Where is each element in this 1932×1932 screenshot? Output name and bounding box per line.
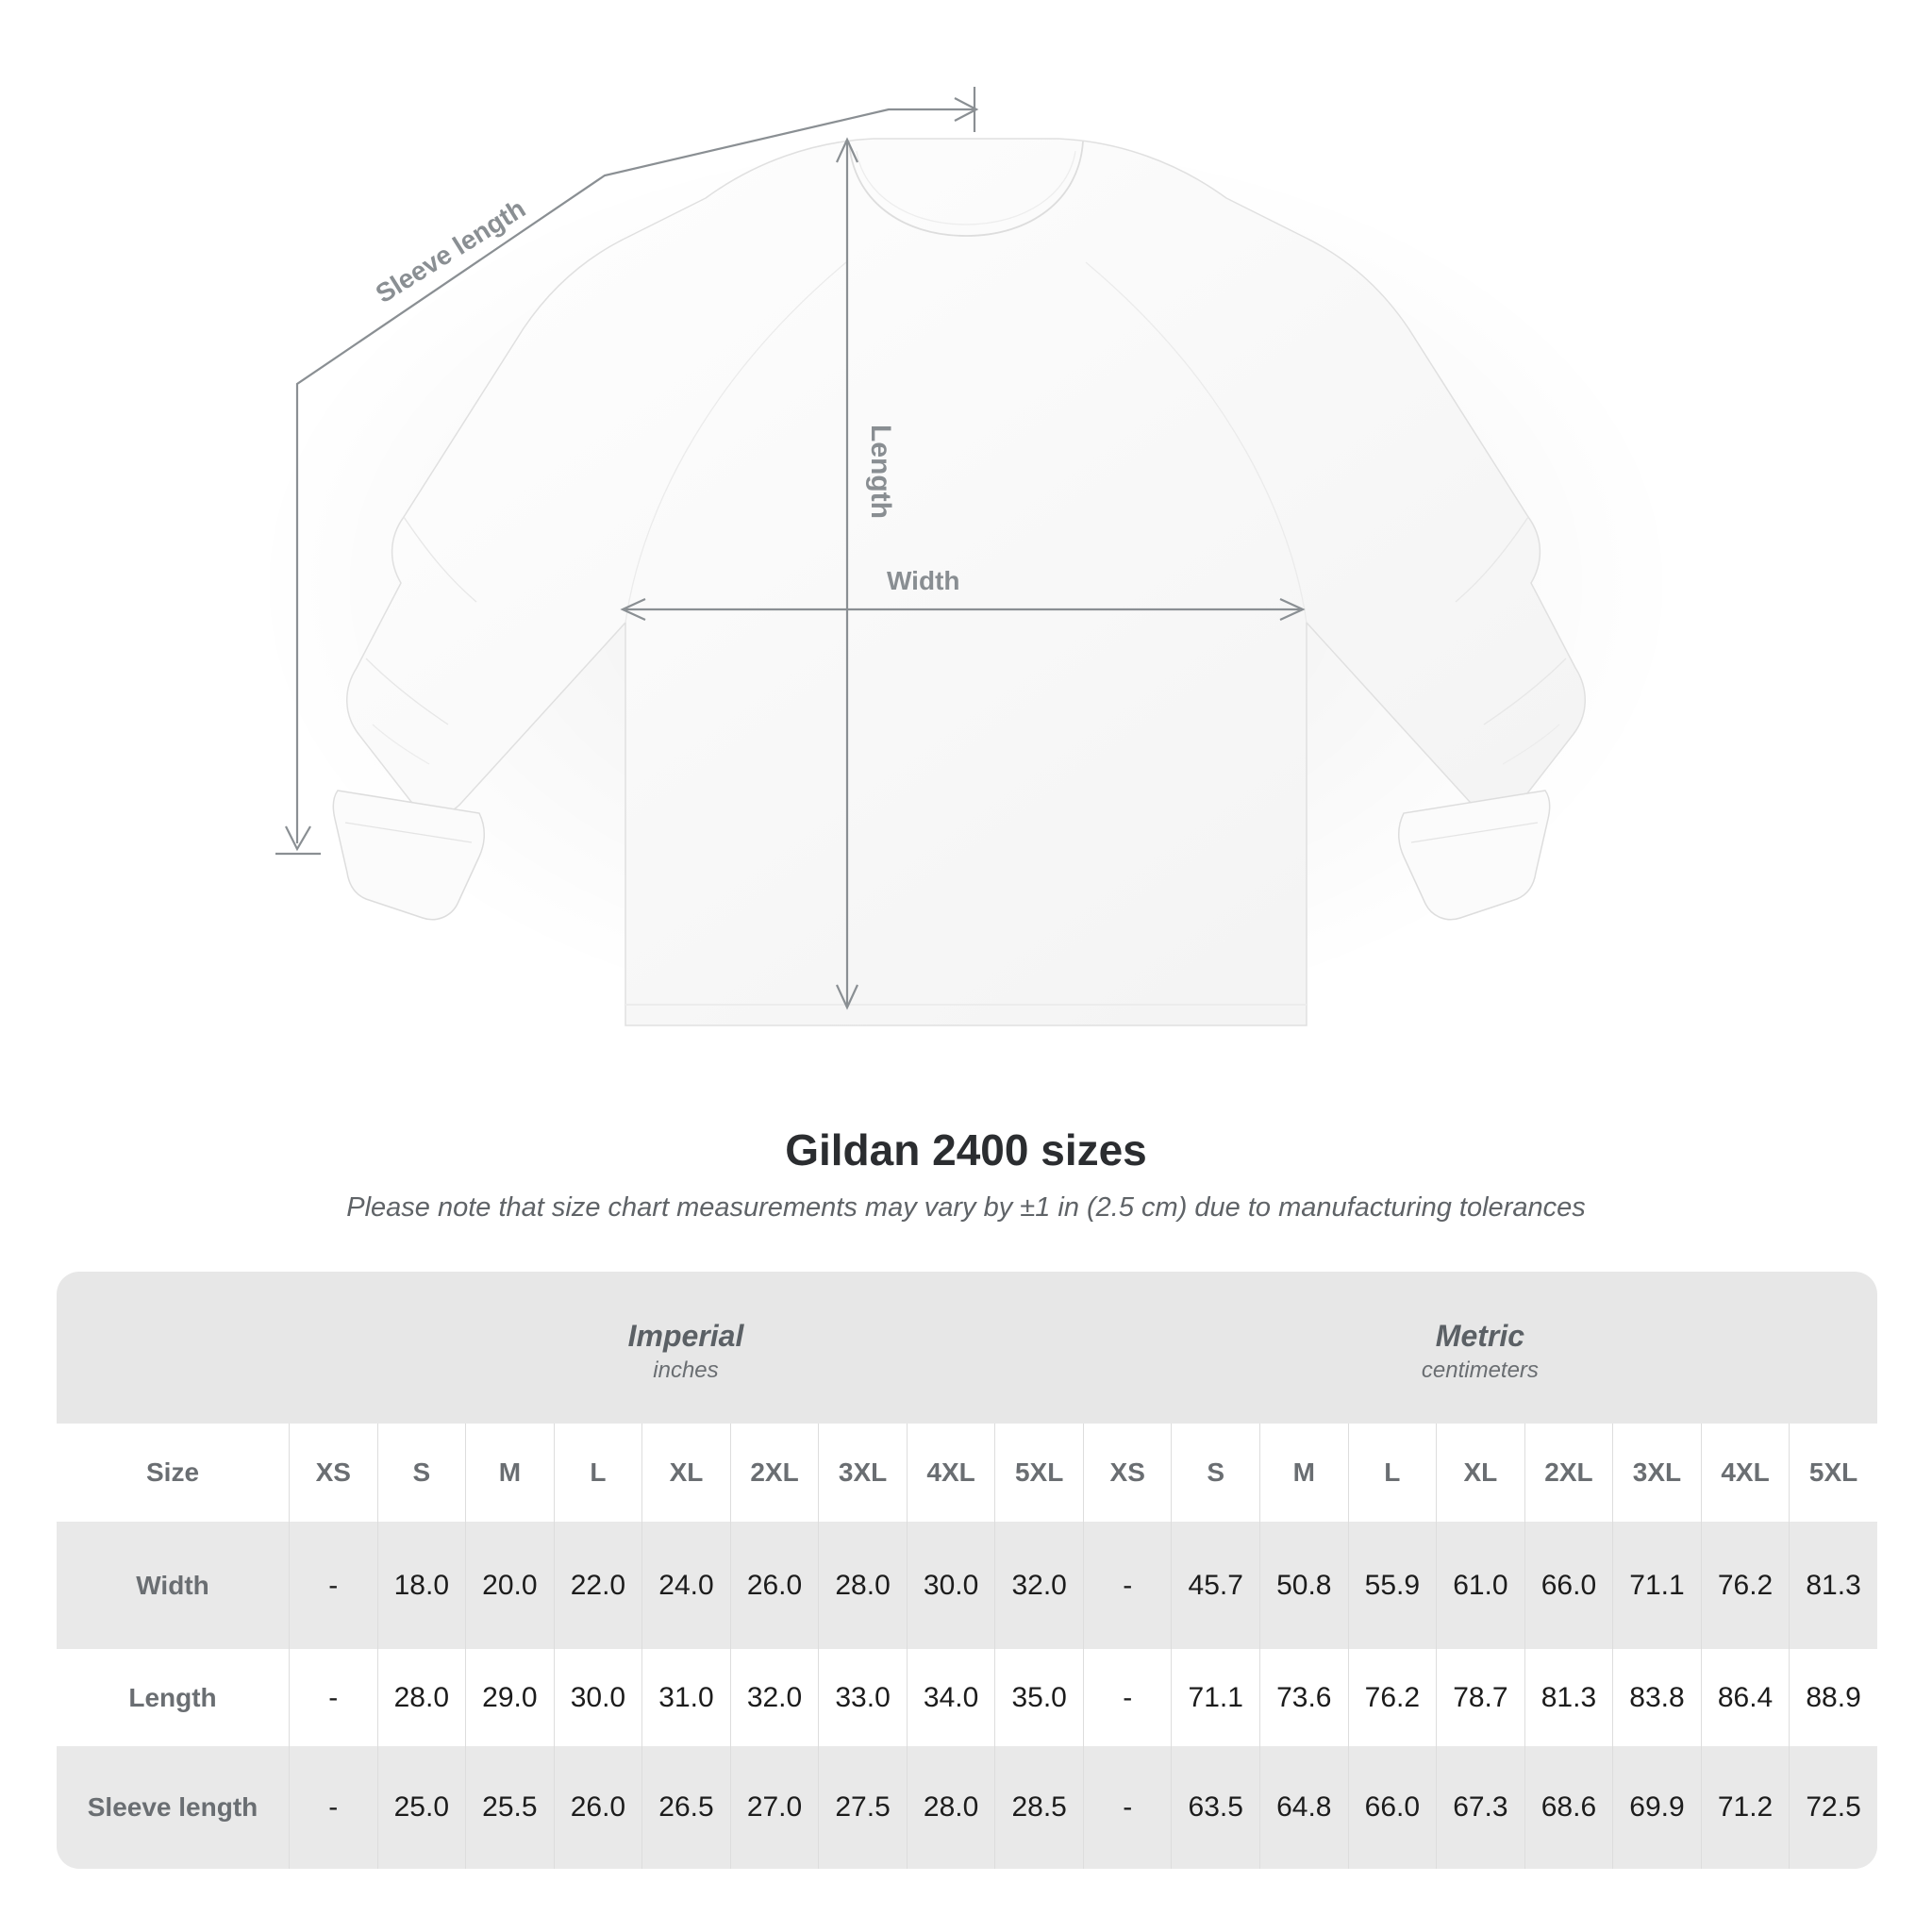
- svg-text:Width: Width: [887, 566, 960, 595]
- svg-text:Length: Length: [865, 425, 896, 519]
